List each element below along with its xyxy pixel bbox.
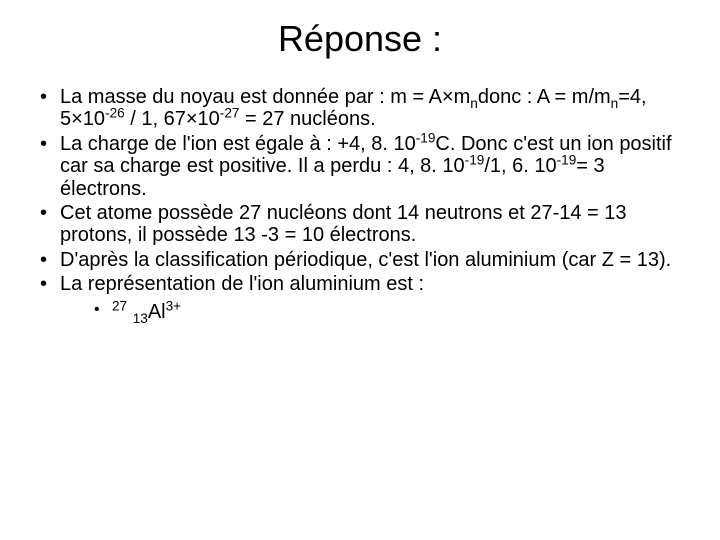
list-item: La représentation de l'ion aluminium est… [38, 273, 690, 323]
text: donc : A = m/m [478, 86, 611, 108]
text: / 1, 67×10 [125, 108, 220, 130]
text: D'après la classification périodique, c'… [60, 249, 671, 271]
text: /1, 6. 10 [484, 155, 556, 177]
superscript: 3+ [166, 298, 182, 313]
superscript: -19 [557, 153, 577, 168]
sub-list: 27 13Al3+ [60, 300, 690, 324]
page-title: Réponse : [30, 18, 690, 60]
subscript: n [470, 96, 478, 111]
list-item: La charge de l'ion est égale à : +4, 8. … [38, 133, 690, 200]
text: Cet atome possède 27 nucléons dont 14 ne… [60, 202, 627, 246]
list-item: Cet atome possède 27 nucléons dont 14 ne… [38, 202, 690, 247]
superscript: 27 [112, 298, 127, 313]
text: Al [148, 301, 166, 323]
list-item: La masse du noyau est donnée par : m = A… [38, 86, 690, 131]
text: La charge de l'ion est égale à : +4, 8. … [60, 133, 416, 155]
bullet-list: La masse du noyau est donnée par : m = A… [30, 86, 690, 324]
superscript: -19 [465, 153, 485, 168]
superscript: -27 [220, 106, 240, 121]
superscript: -19 [416, 130, 436, 145]
text: La représentation de l'ion aluminium est… [60, 273, 424, 295]
list-item: D'après la classification périodique, c'… [38, 249, 690, 271]
text: La masse du noyau est donnée par : m = A… [60, 86, 470, 108]
text: = 27 nucléons. [239, 108, 375, 130]
subscript: 13 [133, 311, 148, 326]
list-item: 27 13Al3+ [94, 300, 690, 324]
superscript: -26 [105, 106, 125, 121]
